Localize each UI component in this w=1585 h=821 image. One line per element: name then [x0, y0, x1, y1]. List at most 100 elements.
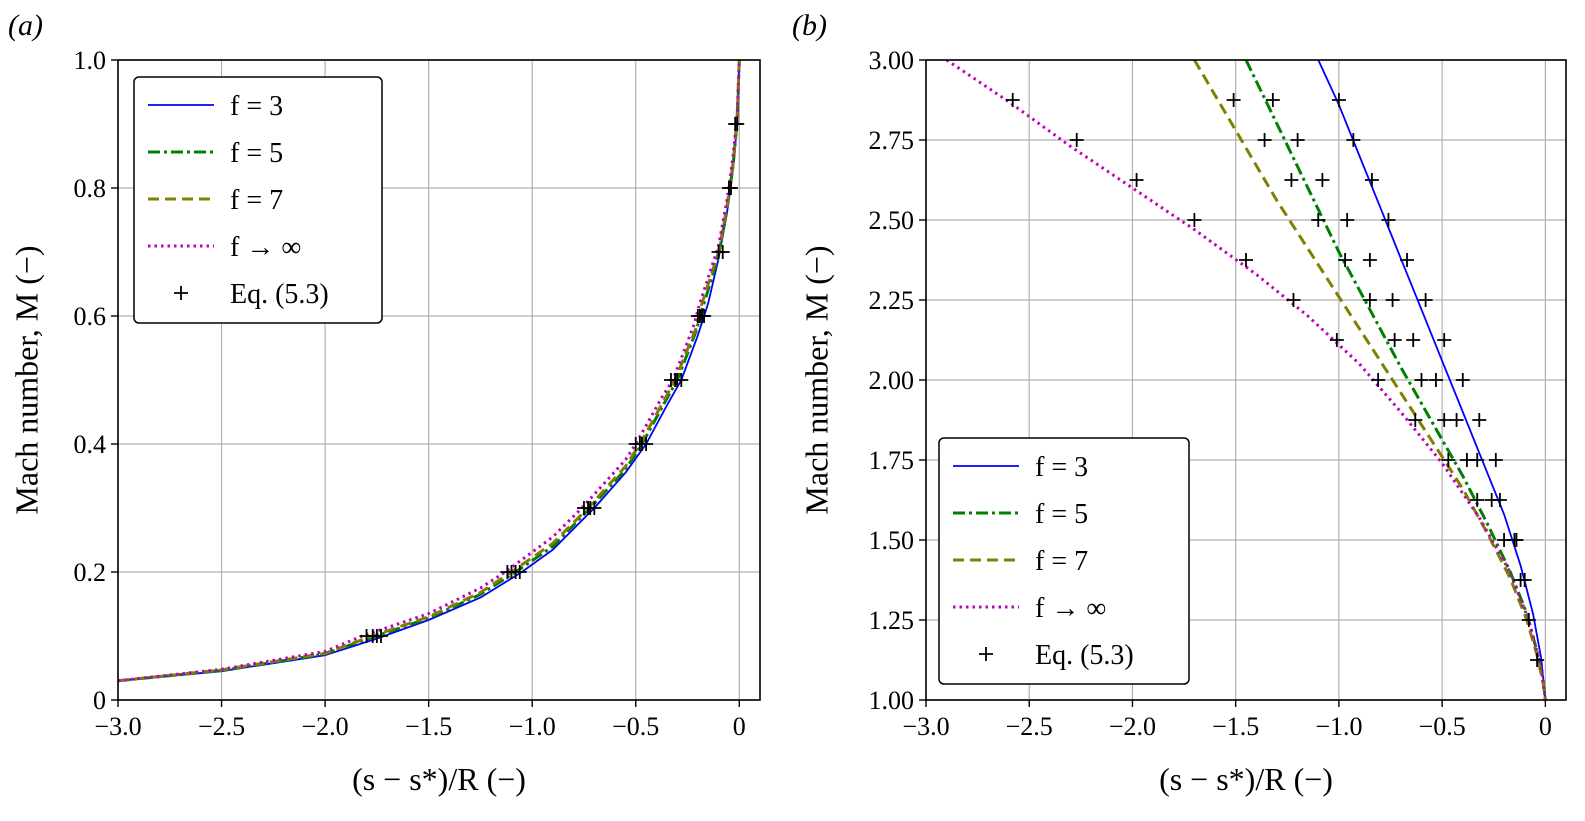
data-point-eq53: [1286, 293, 1301, 307]
data-point-eq53: [1265, 93, 1280, 107]
legend-marker-plus: [979, 647, 993, 661]
data-point-eq53: [1385, 293, 1400, 307]
legend-entry-label: f → ∞: [230, 232, 301, 263]
y-tick-label: 1.25: [869, 606, 915, 635]
data-point-eq53: [1449, 413, 1464, 427]
data-point-eq53: [587, 501, 602, 515]
x-tick-label: −1.5: [405, 712, 452, 741]
x-tick-label: 0: [1539, 712, 1552, 741]
series-line-1: [1244, 60, 1547, 700]
data-point-eq53: [724, 181, 739, 195]
legend-entry-label: Eq. (5.3): [230, 279, 329, 310]
x-axis-label: (s − s*)/R (−): [352, 761, 526, 797]
x-tick-label: −3.0: [94, 712, 141, 741]
y-tick-label: 2.50: [869, 206, 915, 235]
x-tick-label: −1.0: [509, 712, 556, 741]
data-point-eq53: [1414, 373, 1429, 387]
plot-area: [118, 60, 745, 683]
data-point-eq53: [1400, 253, 1415, 267]
data-point-eq53: [1362, 293, 1377, 307]
data-point-eq53: [1257, 133, 1272, 147]
data-point-eq53: [1488, 453, 1503, 467]
axes-frame: [117, 59, 761, 701]
data-point-eq53: [1311, 213, 1326, 227]
panel-label: (b): [792, 9, 827, 42]
data-point-eq53: [1315, 173, 1330, 187]
legend-entry-label: Eq. (5.3): [1035, 640, 1134, 671]
y-tick-label: 0: [93, 686, 106, 715]
x-axis-label: (s − s*)/R (−): [1159, 761, 1333, 797]
x-tick-label: −0.5: [612, 712, 659, 741]
data-point-eq53: [1441, 453, 1456, 467]
plot-area: [945, 60, 1547, 700]
legend-entry-label: f = 7: [230, 185, 283, 216]
data-point-eq53: [1371, 373, 1386, 387]
data-point-eq53: [1472, 413, 1487, 427]
data-point-eq53: [1381, 213, 1396, 227]
y-tick-label: 0.8: [74, 174, 107, 203]
x-tick-label: −2.5: [1006, 712, 1053, 741]
series-line-3: [945, 60, 1547, 700]
data-point-eq53: [730, 117, 745, 131]
data-point-eq53: [1428, 373, 1443, 387]
x-tick-label: 0: [733, 712, 746, 741]
data-point-eq53: [1340, 213, 1355, 227]
data-point-eq53: [1418, 293, 1433, 307]
series-line-0: [1317, 60, 1547, 700]
panel-a: −3.0 −2.5 −2.0 −1.5 −1.0 −0.5 0 0 0.2 0.4 0.6 0.8 1.…: [8, 9, 761, 797]
x-tick-label: −2.0: [302, 712, 349, 741]
series-line-1: [118, 60, 741, 683]
x-tick-label: −1.0: [1315, 712, 1362, 741]
x-tick-label: −0.5: [1419, 712, 1466, 741]
y-tick-label: 2.75: [869, 126, 915, 155]
data-point-eq53: [1507, 533, 1522, 547]
legend-entry-label: f = 7: [1035, 546, 1088, 577]
legend-entry-label: f = 5: [230, 138, 283, 169]
data-point-eq53: [1470, 453, 1485, 467]
data-point-eq53: [1239, 253, 1253, 267]
data-point-eq53: [1338, 253, 1353, 267]
legend-box: [133, 76, 383, 324]
data-point-eq53: [1492, 493, 1507, 507]
y-tick-label: 1.0: [74, 46, 107, 75]
data-point-eq53: [1187, 213, 1202, 227]
x-tick-label: −2.0: [1109, 712, 1156, 741]
data-point-eq53: [674, 373, 689, 387]
y-tick-label: 2.25: [869, 286, 915, 315]
data-point-eq53: [1005, 93, 1020, 107]
y-tick-label: 2.00: [869, 366, 915, 395]
data-point-eq53: [1455, 373, 1470, 387]
legend-entry-label: f = 3: [1035, 452, 1088, 483]
data-point-eq53: [1331, 93, 1346, 107]
y-axis-label: Mach number, M (−): [8, 245, 44, 514]
data-point-eq53: [1290, 133, 1305, 147]
data-point-eq53: [1284, 173, 1299, 187]
y-axis-label: Mach number, M (−): [798, 245, 834, 514]
panel-label: (a): [8, 9, 43, 42]
legend: f = 3 f = 5 f = 7 f → ∞ Eq. (5.3): [938, 437, 1190, 685]
data-point-eq53: [1069, 133, 1084, 147]
y-tick-label: 1.50: [869, 526, 915, 555]
data-point-eq53: [1226, 93, 1241, 107]
data-point-eq53: [1513, 573, 1528, 587]
data-point-eq53: [374, 629, 389, 643]
data-point-eq53: [1346, 133, 1361, 147]
y-tick-label: 3.00: [869, 46, 915, 75]
data-point-eq53: [1437, 333, 1452, 347]
y-tick-label: 0.4: [74, 430, 107, 459]
legend-entry-label: f = 3: [230, 91, 283, 122]
data-point-eq53: [1406, 333, 1421, 347]
data-point-eq53: [1364, 173, 1379, 187]
y-tick-label: 0.6: [74, 302, 107, 331]
data-point-eq53: [1470, 493, 1485, 507]
legend-marker-plus: [174, 286, 188, 300]
data-point-eq53: [639, 437, 654, 451]
y-tick-label: 0.2: [74, 558, 107, 587]
data-point-eq53: [1362, 253, 1377, 267]
x-tick-label: −2.5: [198, 712, 245, 741]
y-tick-label: 1.75: [869, 446, 915, 475]
y-tick-label: 1.00: [869, 686, 915, 715]
data-point-eq53: [715, 245, 730, 259]
data-point-eq53: [1521, 613, 1536, 627]
